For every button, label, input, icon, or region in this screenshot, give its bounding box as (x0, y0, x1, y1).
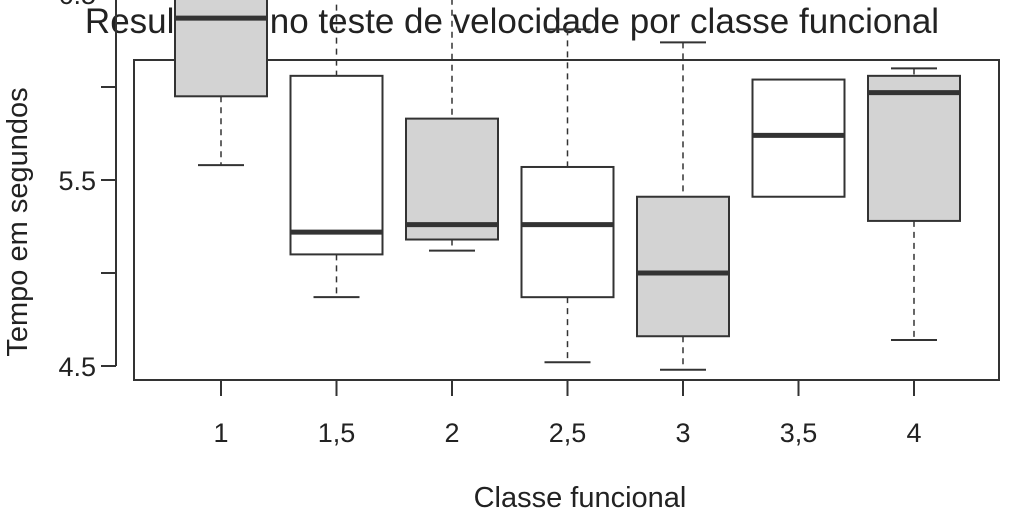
x-tick-label: 4 (906, 418, 921, 448)
box-iqr (405, 117, 499, 241)
x-tick-label: 2,5 (549, 418, 587, 448)
x-tick-label: 3,5 (780, 418, 818, 448)
box-iqr (636, 195, 730, 338)
box-3 (405, 0, 499, 252)
x-tick-label: 3 (675, 418, 690, 448)
x-axis-label: Classe funcional (473, 482, 687, 514)
x-tick-label: 1,5 (318, 418, 356, 448)
box-1 (174, 0, 268, 167)
box-iqr (174, 0, 268, 98)
y-tick-label: 4.5 (58, 352, 96, 382)
box-iqr (289, 74, 384, 256)
y-tick-label: 5.5 (58, 166, 96, 196)
box-iqr (867, 74, 961, 222)
box-2 (289, 0, 384, 299)
boxes-group: 00 (174, 0, 961, 371)
box-5: 0 (636, 41, 730, 371)
y-tick-label: 6.5 (58, 0, 96, 10)
box-iqr (520, 165, 615, 299)
box-4: 0 (520, 28, 615, 364)
x-tick-label: 1 (213, 418, 228, 448)
box-7 (867, 67, 961, 341)
y-axis: 4.55.56.57.5 (58, 0, 117, 382)
x-tick-label: 2 (444, 418, 459, 448)
box-iqr (751, 78, 846, 198)
box-6 (751, 78, 846, 198)
x-axis: 1 1,5 2 2,5 3 3,5 4 (213, 379, 922, 448)
